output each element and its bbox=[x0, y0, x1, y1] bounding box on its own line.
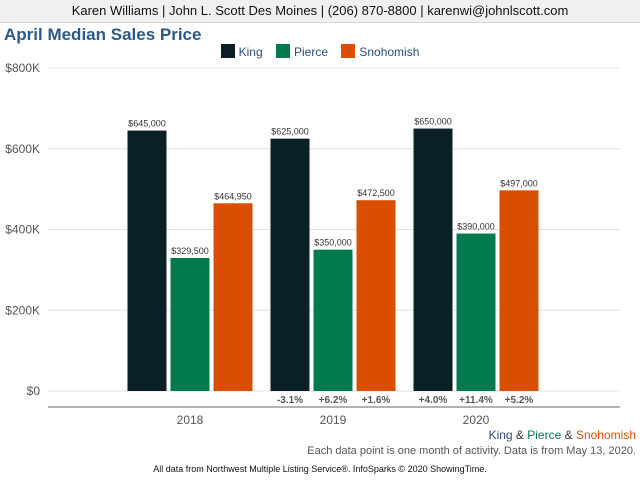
footer-amp-2: & bbox=[561, 428, 576, 442]
x-tick-label: 2018 bbox=[177, 413, 204, 427]
legend-item-king[interactable]: King bbox=[220, 44, 263, 59]
data-label: $464,950 bbox=[214, 191, 252, 201]
legend-item-snohomish[interactable]: Snohomish bbox=[341, 44, 419, 59]
legend-swatch-king bbox=[220, 44, 235, 58]
legend-swatch-pierce bbox=[275, 44, 290, 58]
change-label: +4.0% bbox=[419, 395, 448, 406]
change-label: +11.4% bbox=[459, 395, 493, 406]
data-note: Each data point is one month of activity… bbox=[307, 445, 636, 457]
y-tick-label: $0 bbox=[27, 384, 41, 398]
footer-snohomish: Snohomish bbox=[575, 428, 636, 442]
chart-legend: King Pierce Snohomish bbox=[0, 44, 640, 59]
legend-item-pierce[interactable]: Pierce bbox=[275, 44, 328, 59]
bar-king-2018 bbox=[127, 130, 167, 392]
bar-snohomish-2020 bbox=[499, 190, 539, 391]
x-tick-label: 2020 bbox=[463, 413, 490, 427]
data-label: $329,500 bbox=[171, 246, 209, 256]
footer-king: King bbox=[488, 428, 513, 442]
footer-legend: King & Pierce & Snohomish bbox=[489, 428, 636, 442]
data-label: $625,000 bbox=[271, 127, 309, 137]
change-label: +6.2% bbox=[319, 395, 348, 406]
agent-contact-bar: Karen Williams | John L. Scott Des Moine… bbox=[0, 0, 640, 23]
source-credit: All data from Northwest Multiple Listing… bbox=[153, 464, 487, 474]
y-tick-label: $400K bbox=[5, 223, 40, 237]
data-label: $350,000 bbox=[314, 238, 352, 248]
bar-pierce-2018 bbox=[170, 257, 210, 391]
footer-amp-1: & bbox=[512, 428, 528, 442]
bar-pierce-2019 bbox=[313, 249, 353, 391]
y-tick-label: $200K bbox=[5, 303, 40, 317]
legend-label-pierce: Pierce bbox=[293, 45, 328, 59]
legend-label-king: King bbox=[238, 45, 263, 59]
data-label: $497,000 bbox=[500, 178, 538, 188]
change-label: -3.1% bbox=[277, 395, 303, 406]
bar-snohomish-2018 bbox=[213, 203, 253, 391]
change-label: +1.6% bbox=[362, 395, 391, 406]
bar-king-2019 bbox=[270, 138, 310, 391]
footer-pierce: Pierce bbox=[527, 428, 562, 442]
chart-title: April Median Sales Price bbox=[4, 25, 202, 44]
x-tick-label: 2019 bbox=[320, 413, 347, 427]
data-label: $650,000 bbox=[414, 117, 452, 127]
bar-snohomish-2019 bbox=[356, 200, 396, 391]
bar-pierce-2020 bbox=[456, 233, 496, 391]
data-label: $645,000 bbox=[128, 119, 166, 129]
legend-label-snohomish: Snohomish bbox=[359, 45, 420, 59]
change-label: +5.2% bbox=[505, 395, 534, 406]
y-tick-label: $800K bbox=[5, 61, 40, 75]
data-label: $472,500 bbox=[357, 188, 395, 198]
y-tick-label: $600K bbox=[5, 142, 40, 156]
bar-king-2020 bbox=[413, 128, 453, 391]
legend-swatch-snohomish bbox=[341, 44, 356, 58]
data-label: $390,000 bbox=[457, 222, 495, 232]
